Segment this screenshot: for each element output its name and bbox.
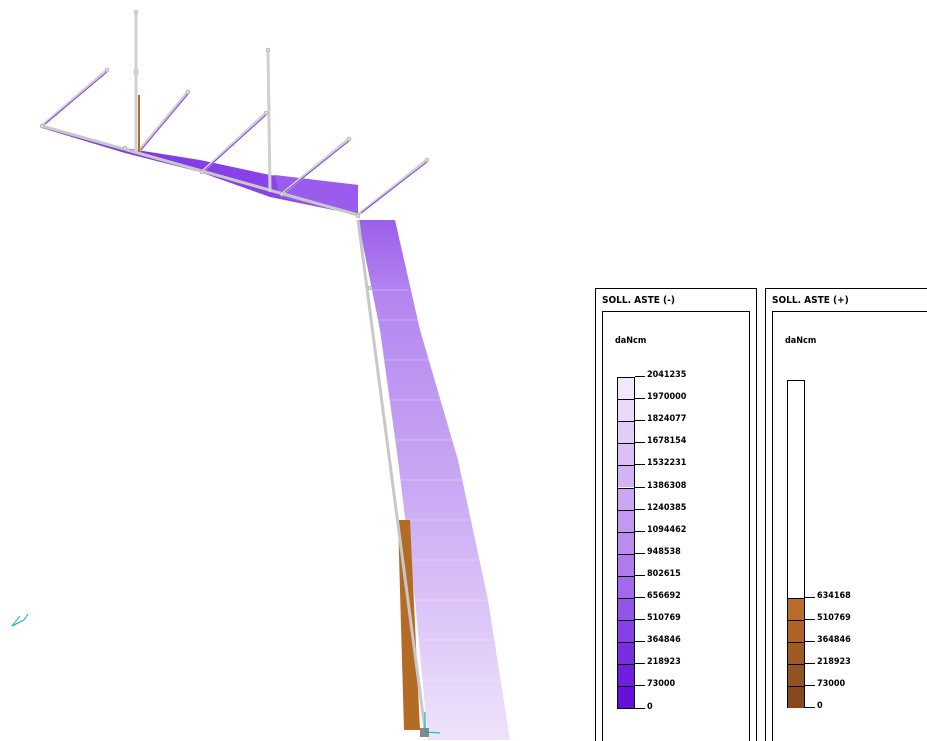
legend-positive-color-band <box>788 664 804 686</box>
legend-negative-tick <box>635 574 645 576</box>
legend-negative-color-band <box>618 620 634 643</box>
legend-negative-tick <box>635 420 645 422</box>
legend-negative-tick-label: 2041235 <box>647 370 687 380</box>
legend-negative-tick-label: 1678154 <box>647 436 687 447</box>
legend-negative-color-band <box>618 664 634 687</box>
legend-positive-title: SOLL. ASTE (+) <box>772 295 849 306</box>
legend-positive-tick <box>805 707 815 708</box>
legend-negative-tick <box>635 619 645 621</box>
legend-positive-tick <box>805 685 815 686</box>
base-support <box>420 728 429 737</box>
legend-positive-tick <box>805 641 815 642</box>
legend-negative-color-band <box>618 642 634 665</box>
legend-negative-color-band <box>618 487 634 510</box>
legend-positive: SOLL. ASTE (+) daNcm 634168 510769 364846 2… <box>765 288 927 741</box>
legend-positive-tick <box>805 663 815 664</box>
legend-negative-tick-label: 73000 <box>647 679 676 690</box>
legend-negative-tick-label: 218923 <box>647 657 681 668</box>
legend-positive-color-bar <box>787 380 805 708</box>
legend-positive-tick-label: 510769 <box>817 613 851 623</box>
legend-negative-color-band <box>618 509 634 532</box>
legend-negative-color-band <box>618 377 634 400</box>
legend-negative-tick <box>635 398 645 400</box>
legend-negative-tick <box>635 552 645 554</box>
legend-positive-color-band <box>788 686 804 708</box>
legend-negative-tick-label: 1094462 <box>647 524 687 535</box>
legend-negative-tick <box>635 597 645 598</box>
legend-negative-tick-label: 510769 <box>647 613 681 624</box>
legend-negative-tick <box>635 530 645 532</box>
legend-negative-tick <box>635 685 645 687</box>
legend-negative-tick <box>635 464 645 466</box>
base-axes-icon <box>424 712 441 734</box>
legend-negative-color-band <box>618 531 634 554</box>
structure-viewport[interactable] <box>0 0 590 740</box>
beam-moment-fill-right <box>275 175 358 215</box>
legend-negative-unit: daNcm <box>615 336 647 346</box>
nodes[interactable] <box>39 9 430 291</box>
legend-positive-panel: daNcm 634168 510769 364846 218923 73000 0 <box>772 311 927 741</box>
legend-positive-tick-label: 634168 <box>817 591 851 601</box>
legend-negative-title: SOLL. ASTE (-) <box>602 295 675 306</box>
legend-positive-tick <box>805 619 815 620</box>
legend-positive-tick-label: 73000 <box>817 679 846 689</box>
legend-negative-tick-label: 1532231 <box>647 458 687 469</box>
legend-negative-color-band <box>618 598 634 621</box>
diagonal-member-moments <box>44 71 428 214</box>
legend-negative-tick <box>635 641 645 643</box>
legend-negative-tick <box>635 707 645 709</box>
legend-positive-unit: daNcm <box>785 336 817 346</box>
legend-negative-tick <box>635 376 645 377</box>
legend-negative-color-band <box>618 443 634 466</box>
legend-negative-tick-label: 1970000 <box>647 392 687 403</box>
legend-positive-color-band <box>788 642 804 664</box>
legend-negative: SOLL. ASTE (-) daNcm 2041235 1970000 18240… <box>595 288 757 741</box>
legend-positive-color-band <box>788 598 804 620</box>
legend-negative-tick-label: 656692 <box>647 591 681 601</box>
legend-negative-tick-label: 364846 <box>647 635 681 646</box>
global-axis-icon <box>11 613 29 627</box>
legend-positive-tick <box>805 597 815 598</box>
legend-negative-color-bar <box>617 377 635 709</box>
legend-negative-tick <box>635 442 645 444</box>
legend-positive-tick-label: 218923 <box>817 657 851 667</box>
vertical-members <box>134 12 272 193</box>
legend-negative-tick-label: 948538 <box>647 546 681 557</box>
legend-positive-tick-label: 0 <box>817 701 823 711</box>
top-beam-member <box>41 124 359 217</box>
legend-negative-color-band <box>618 553 634 576</box>
legend-negative-panel: daNcm 2041235 1970000 1824077 1678154 153223… <box>602 311 750 741</box>
legend-negative-tick-label: 1824077 <box>647 414 687 425</box>
legend-negative-color-band <box>618 575 634 598</box>
column-bands <box>370 289 502 681</box>
legend-negative-tick <box>635 663 645 665</box>
legend-negative-tick <box>635 508 645 510</box>
legend-negative-tick-label: 1240385 <box>647 502 687 513</box>
legend-negative-tick <box>635 486 645 488</box>
legend-negative-tick-label: 0 <box>647 701 653 712</box>
legend-negative-color-band <box>618 465 634 488</box>
legend-negative-tick-label: 802615 <box>647 568 681 579</box>
legend-negative-color-band <box>618 399 634 422</box>
column-member <box>356 219 427 731</box>
legend-positive-color-band <box>788 620 804 642</box>
legend-positive-tick-label: 364846 <box>817 635 851 645</box>
legend-negative-color-band <box>618 421 634 444</box>
legend-negative-color-band <box>618 686 634 709</box>
legend-negative-tick-label: 1386308 <box>647 480 687 491</box>
